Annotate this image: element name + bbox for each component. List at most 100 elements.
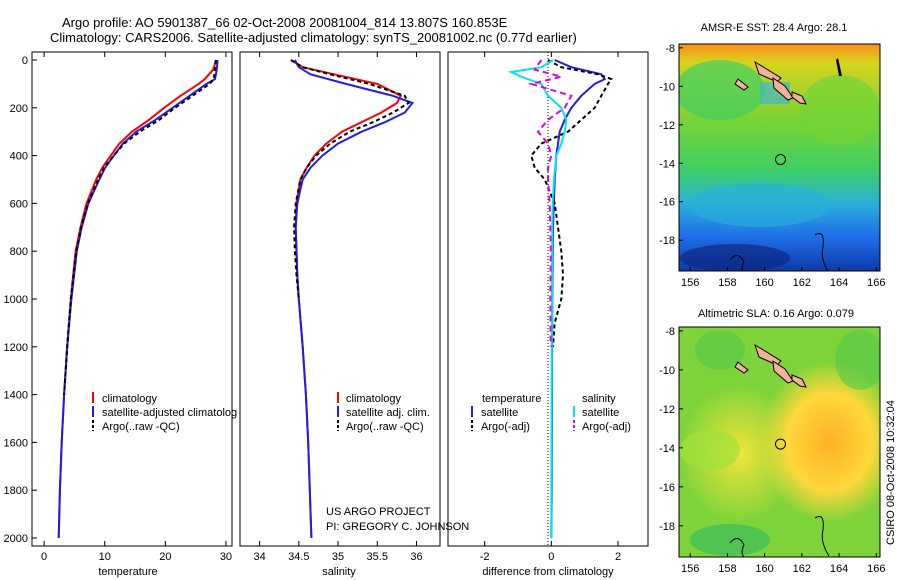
legend-label: Argo(..raw -QC) (102, 421, 180, 433)
y-tick-label: -12 (659, 404, 675, 416)
x-tick-label: 10 (99, 551, 111, 563)
series-line-satellite-adjusted-climatology (57, 59, 219, 539)
y-tick-label: -8 (665, 326, 675, 338)
series-line-argo-raw-qc- (290, 59, 410, 300)
credit-pi: PI: GREGORY C. JOHNSON (326, 521, 469, 533)
y-tick-label: 200 (10, 103, 28, 115)
legend-label: Argo(..raw -QC) (346, 421, 424, 433)
y-tick-label: -12 (659, 120, 675, 132)
y-tick-label: 1000 (4, 294, 28, 306)
salinity-panel: 34 34.5 35 35.5 36 salinity climatology sate… (239, 51, 469, 578)
x-tick-label: 0 (41, 551, 47, 563)
sla-map-title: Altimetric SLA: 0.16 Argo: 0.079 (698, 308, 854, 320)
x-tick-label: 164 (830, 563, 848, 575)
argo-position-marker (774, 438, 786, 450)
sla-map-ticks: 156 158 160 162 164 166 -8 -10 -12 -14 -16 -18 (659, 326, 885, 575)
temperature-lines (57, 59, 219, 539)
legend-label: satellite (582, 407, 619, 419)
legend-label: satellite-adjusted climatolog (102, 407, 237, 419)
y-tick-label: -14 (659, 443, 675, 455)
x-tick-label: 2 (615, 551, 621, 563)
legend-header-salinity: salinity (582, 393, 616, 405)
y-tick-label: 800 (10, 246, 28, 258)
temperature-axes-frame (31, 51, 233, 547)
x-tick-label: 156 (681, 563, 699, 575)
difference-legend: temperature salinity satellite Argo(-adj… (471, 393, 631, 433)
series-line-satellite-adj-clim- (294, 59, 415, 539)
x-tick-label: 166 (867, 563, 885, 575)
temperature-y-ticks: 0 200 400 600 800 1000 1200 1400 1600 1800 2000 (4, 55, 37, 545)
legend-label: climatology (346, 393, 402, 405)
x-tick-label: 160 (755, 563, 773, 575)
salinity-axes-frame (239, 51, 441, 547)
y-tick-label: -18 (659, 521, 675, 533)
y-tick-label: -16 (659, 197, 675, 209)
series-line-argo-raw-qc- (63, 59, 217, 395)
y-tick-label: 1800 (4, 485, 28, 497)
sst-map-frame (678, 43, 881, 272)
x-tick-label: 34.5 (288, 551, 309, 563)
series-line-temperature-satellite (550, 59, 607, 539)
x-tick-label: 20 (159, 551, 171, 563)
salinity-x-ticks: 34 34.5 35 35.5 36 (253, 52, 423, 563)
series-line-salinity-satellite (507, 59, 568, 538)
x-tick-label: 35.5 (367, 551, 388, 563)
y-tick-label: -10 (659, 81, 675, 93)
salinity-legend: climatology satellite adj. clim. Argo(..… (337, 392, 430, 433)
x-tick-label: 36 (410, 551, 422, 563)
sla-map-frame (678, 326, 881, 558)
x-tick-label: 158 (718, 277, 736, 289)
sst-map-title: AMSR-E SST: 28.4 Argo: 28.1 (701, 22, 848, 34)
y-tick-label: 600 (10, 198, 28, 210)
legend-label: climatology (102, 393, 158, 405)
y-tick-label: -8 (665, 43, 675, 55)
x-tick-label: 34 (253, 551, 265, 563)
y-tick-label: -10 (659, 365, 675, 377)
legend-label: Argo(-adj) (481, 421, 530, 433)
difference-x-ticks: -2 0 2 (480, 52, 621, 563)
legend-label: satellite (481, 407, 518, 419)
legend-label: Argo(-adj) (582, 421, 631, 433)
temperature-x-ticks: 0 10 20 30 (41, 52, 232, 563)
sst-map-panel: AMSR-E SST: 28.4 Argo: 28.1 156 158 160 162… (659, 22, 885, 289)
sla-map-panel: Altimetric SLA: 0.16 Argo: 0.079 156 158 1… (659, 308, 885, 575)
y-tick-label: -16 (659, 482, 675, 494)
difference-lines (507, 59, 613, 539)
csiro-timestamp: CSIRO 08-Oct-2008 10:32:04 (885, 400, 897, 545)
temperature-panel: 0 200 400 600 800 1000 1200 1400 1600 1800 2000 0 1… (4, 51, 237, 578)
argo-position-marker (774, 154, 786, 166)
sst-map-field (679, 44, 880, 271)
header-line1: Argo profile: AO 5901387_66 02-Oct-2008 … (62, 15, 508, 30)
y-tick-label: 1200 (4, 342, 28, 354)
difference-panel: -2 0 2 difference from climatology tempera… (447, 51, 649, 578)
x-tick-label: 162 (793, 277, 811, 289)
x-tick-label: 35 (332, 551, 344, 563)
salinity-xlabel: salinity (322, 566, 356, 578)
series-line-climatology (290, 59, 403, 539)
x-tick-label: 160 (755, 277, 773, 289)
temperature-xlabel: temperature (98, 566, 157, 578)
legend-label: satellite adj. clim. (346, 407, 430, 419)
difference-xlabel: difference from climatology (482, 566, 614, 578)
y-tick-label: -18 (659, 235, 675, 247)
y-tick-label: 0 (22, 55, 28, 67)
x-tick-label: 162 (793, 563, 811, 575)
y-tick-label: -14 (659, 158, 675, 170)
credit-project: US ARGO PROJECT (326, 506, 431, 518)
x-tick-label: 164 (830, 277, 848, 289)
y-tick-label: 2000 (4, 533, 28, 545)
sla-map-field (679, 327, 880, 557)
x-tick-label: 0 (548, 551, 554, 563)
x-tick-label: -2 (480, 551, 490, 563)
x-tick-label: 158 (718, 563, 736, 575)
y-tick-label: 1600 (4, 437, 28, 449)
header-line2: Climatology: CARS2006. Satellite-adjuste… (50, 30, 577, 45)
salinity-lines (290, 59, 415, 539)
legend-header-temperature: temperature (482, 393, 541, 405)
x-tick-label: 156 (681, 277, 699, 289)
sst-map-ticks: 156 158 160 162 164 166 -8 -10 -12 -14 -16 -18 (659, 43, 885, 289)
y-tick-label: 1400 (4, 390, 28, 402)
x-tick-label: 30 (220, 551, 232, 563)
temperature-legend: climatology satellite-adjusted climatolo… (92, 392, 237, 433)
